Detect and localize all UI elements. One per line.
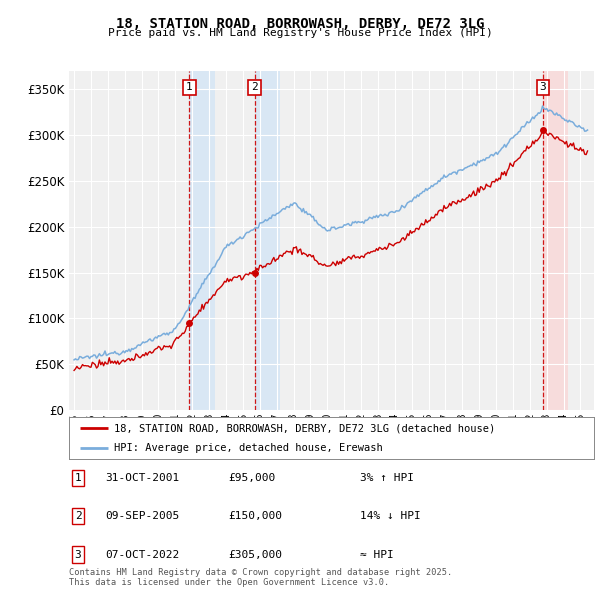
Text: 14% ↓ HPI: 14% ↓ HPI: [360, 512, 421, 521]
Text: 1: 1: [74, 473, 82, 483]
Text: 09-SEP-2005: 09-SEP-2005: [105, 512, 179, 521]
Text: 3: 3: [74, 550, 82, 559]
Text: Contains HM Land Registry data © Crown copyright and database right 2025.
This d: Contains HM Land Registry data © Crown c…: [69, 568, 452, 587]
Text: £95,000: £95,000: [228, 473, 275, 483]
Text: 3% ↑ HPI: 3% ↑ HPI: [360, 473, 414, 483]
Text: 18, STATION ROAD, BORROWASH, DERBY, DE72 3LG (detached house): 18, STATION ROAD, BORROWASH, DERBY, DE72…: [113, 424, 495, 434]
Text: 2: 2: [251, 82, 258, 92]
Text: Price paid vs. HM Land Registry's House Price Index (HPI): Price paid vs. HM Land Registry's House …: [107, 28, 493, 38]
Text: 18, STATION ROAD, BORROWASH, DERBY, DE72 3LG: 18, STATION ROAD, BORROWASH, DERBY, DE72…: [116, 17, 484, 31]
Text: ≈ HPI: ≈ HPI: [360, 550, 394, 559]
Text: £305,000: £305,000: [228, 550, 282, 559]
Text: 3: 3: [539, 82, 546, 92]
Bar: [543, 71, 568, 410]
Text: 07-OCT-2022: 07-OCT-2022: [105, 550, 179, 559]
Text: 1: 1: [186, 82, 193, 92]
Bar: [254, 71, 280, 410]
Bar: [190, 71, 215, 410]
Text: 2: 2: [74, 512, 82, 521]
Text: 31-OCT-2001: 31-OCT-2001: [105, 473, 179, 483]
Text: HPI: Average price, detached house, Erewash: HPI: Average price, detached house, Erew…: [113, 444, 382, 453]
Text: £150,000: £150,000: [228, 512, 282, 521]
